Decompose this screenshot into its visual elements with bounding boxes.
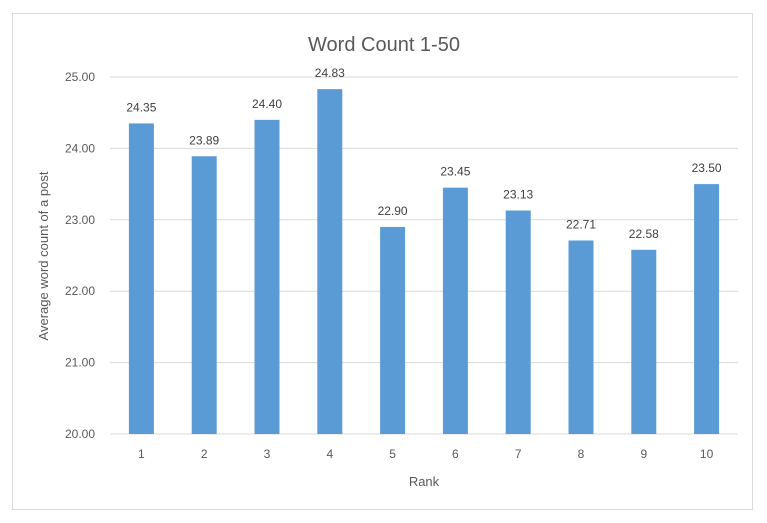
bar — [317, 89, 343, 434]
x-tick-label: 5 — [389, 447, 396, 461]
x-tick-label: 3 — [264, 447, 271, 461]
x-tick-label: 1 — [138, 447, 145, 461]
x-tick-label: 8 — [578, 447, 585, 461]
bar — [128, 123, 154, 434]
y-tick-label: 21.00 — [65, 356, 95, 370]
bar — [442, 187, 468, 434]
bar — [191, 156, 217, 434]
y-tick-label: 20.00 — [65, 427, 95, 441]
data-label: 22.71 — [566, 218, 596, 232]
data-label: 24.35 — [126, 100, 156, 114]
x-tick-label: 6 — [452, 447, 459, 461]
x-tick-label: 7 — [515, 447, 522, 461]
y-axis-ticks: 20.00 21.00 22.00 23.00 24.00 25.00 — [65, 70, 95, 441]
data-label: 24.83 — [315, 66, 345, 80]
bar — [254, 119, 280, 434]
bars — [128, 89, 720, 434]
x-tick-label: 10 — [700, 447, 714, 461]
bar — [380, 226, 406, 434]
chart-title: Word Count 1-50 — [308, 34, 460, 56]
data-label: 23.50 — [692, 161, 722, 175]
data-label: 22.58 — [629, 227, 659, 241]
bar — [631, 249, 657, 434]
data-label: 22.90 — [378, 204, 408, 218]
y-tick-label: 24.00 — [65, 141, 95, 155]
y-tick-label: 22.00 — [65, 284, 95, 298]
x-axis-ticks: 1 2 3 4 5 6 7 8 9 10 — [138, 447, 714, 461]
y-axis-label: Average word count of a post — [36, 171, 51, 340]
bar — [505, 210, 531, 434]
x-tick-label: 9 — [640, 447, 647, 461]
data-label: 23.45 — [440, 165, 470, 179]
bar — [694, 184, 720, 434]
data-label: 24.40 — [252, 97, 282, 111]
y-tick-label: 23.00 — [65, 213, 95, 227]
data-label: 23.13 — [503, 188, 533, 202]
y-tick-label: 25.00 — [65, 70, 95, 84]
data-label: 23.89 — [189, 133, 219, 147]
bar — [568, 240, 594, 434]
x-tick-label: 4 — [326, 447, 333, 461]
data-labels: 24.35 23.89 24.40 24.83 22.90 23.45 23.13 22.71… — [126, 66, 722, 241]
x-tick-label: 2 — [201, 447, 208, 461]
x-axis-label: Rank — [409, 474, 440, 489]
